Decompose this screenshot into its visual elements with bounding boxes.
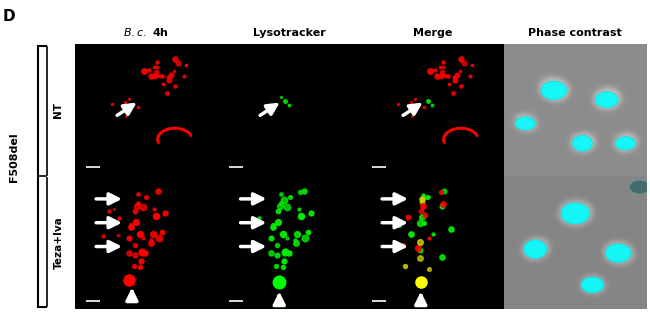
Text: Teza+Iva: Teza+Iva [53,216,64,269]
Ellipse shape [630,180,649,194]
Text: D: D [3,9,15,25]
Ellipse shape [605,244,631,262]
Text: F508del: F508del [9,133,20,182]
Text: NT: NT [53,102,64,118]
Text: Merge: Merge [413,28,452,38]
Ellipse shape [561,203,590,224]
Text: Lysotracker: Lysotracker [253,28,326,38]
Ellipse shape [515,117,535,130]
Ellipse shape [616,137,635,150]
Ellipse shape [524,240,547,258]
Ellipse shape [595,92,618,108]
Text: Phase contrast: Phase contrast [528,28,622,38]
Ellipse shape [541,81,567,100]
Text: $\mathit{B.c.}$ 4h: $\mathit{B.c.}$ 4h [124,26,169,38]
Ellipse shape [581,277,604,293]
Ellipse shape [573,135,592,151]
